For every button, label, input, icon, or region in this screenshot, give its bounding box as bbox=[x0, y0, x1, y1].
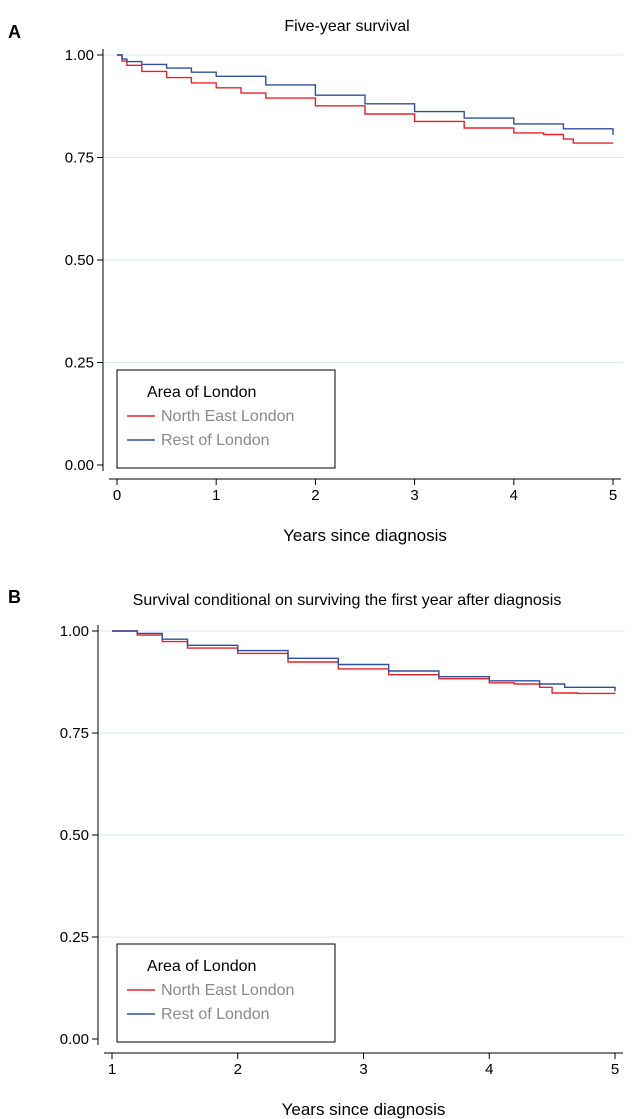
x-tick-label: 3 bbox=[410, 487, 418, 504]
x-tick-label: 5 bbox=[609, 487, 617, 504]
legend: Area of London North East London Rest of L… bbox=[116, 369, 336, 469]
x-tick-label: 4 bbox=[485, 1061, 493, 1078]
panel-letter: A bbox=[8, 22, 21, 42]
x-tick-label: 1 bbox=[108, 1061, 116, 1078]
x-axis-label: Years since diagnosis bbox=[283, 526, 447, 545]
legend-label: North East London bbox=[161, 408, 294, 425]
panel-b: B Survival conditional on surviving the f… bbox=[8, 587, 625, 1119]
legend-box bbox=[116, 369, 336, 469]
y-tick-label: 1.00 bbox=[65, 47, 94, 64]
y-tick-label: 1.00 bbox=[60, 623, 89, 640]
legend-label: Rest of London bbox=[161, 1006, 270, 1023]
series-line-rest-of-london bbox=[117, 54, 614, 135]
x-tick-label: 0 bbox=[113, 487, 121, 504]
y-tick-label: 0.50 bbox=[65, 252, 94, 269]
legend: Area of London North East London Rest of L… bbox=[116, 943, 336, 1043]
x-tick-label: 1 bbox=[212, 487, 220, 504]
x-tick-label: 2 bbox=[311, 487, 319, 504]
legend-box bbox=[116, 943, 336, 1043]
y-tick-label: 0.25 bbox=[60, 929, 89, 946]
panel-letter: B bbox=[8, 587, 21, 607]
series-line-rest-of-london bbox=[112, 630, 616, 692]
y-tick-label: 0.00 bbox=[60, 1031, 89, 1048]
x-tick-label: 5 bbox=[611, 1061, 619, 1078]
x-tick-label: 4 bbox=[510, 487, 518, 504]
y-tick-label: 0.75 bbox=[60, 725, 89, 742]
legend-label: Rest of London bbox=[161, 432, 270, 449]
legend-title: Area of London bbox=[147, 384, 256, 401]
legend-label: North East London bbox=[161, 982, 294, 999]
legend-title: Area of London bbox=[147, 958, 256, 975]
x-tick-label: 2 bbox=[234, 1061, 242, 1078]
chart-title: Survival conditional on surviving the fi… bbox=[133, 592, 562, 609]
y-tick-label: 0.25 bbox=[65, 355, 94, 372]
chart-title: Five-year survival bbox=[284, 18, 409, 35]
y-tick-label: 0.75 bbox=[65, 150, 94, 167]
y-tick-label: 0.50 bbox=[60, 827, 89, 844]
y-tick-label: 0.00 bbox=[65, 457, 94, 474]
x-axis-label: Years since diagnosis bbox=[282, 1100, 446, 1119]
x-tick-label: 3 bbox=[359, 1061, 367, 1078]
series-line-north-east-london bbox=[117, 54, 613, 144]
panel-a: A Five-year survival 0.00 0.25 0.50 0.75 1.00 0… bbox=[8, 18, 623, 545]
series-line-north-east-london bbox=[112, 630, 616, 695]
